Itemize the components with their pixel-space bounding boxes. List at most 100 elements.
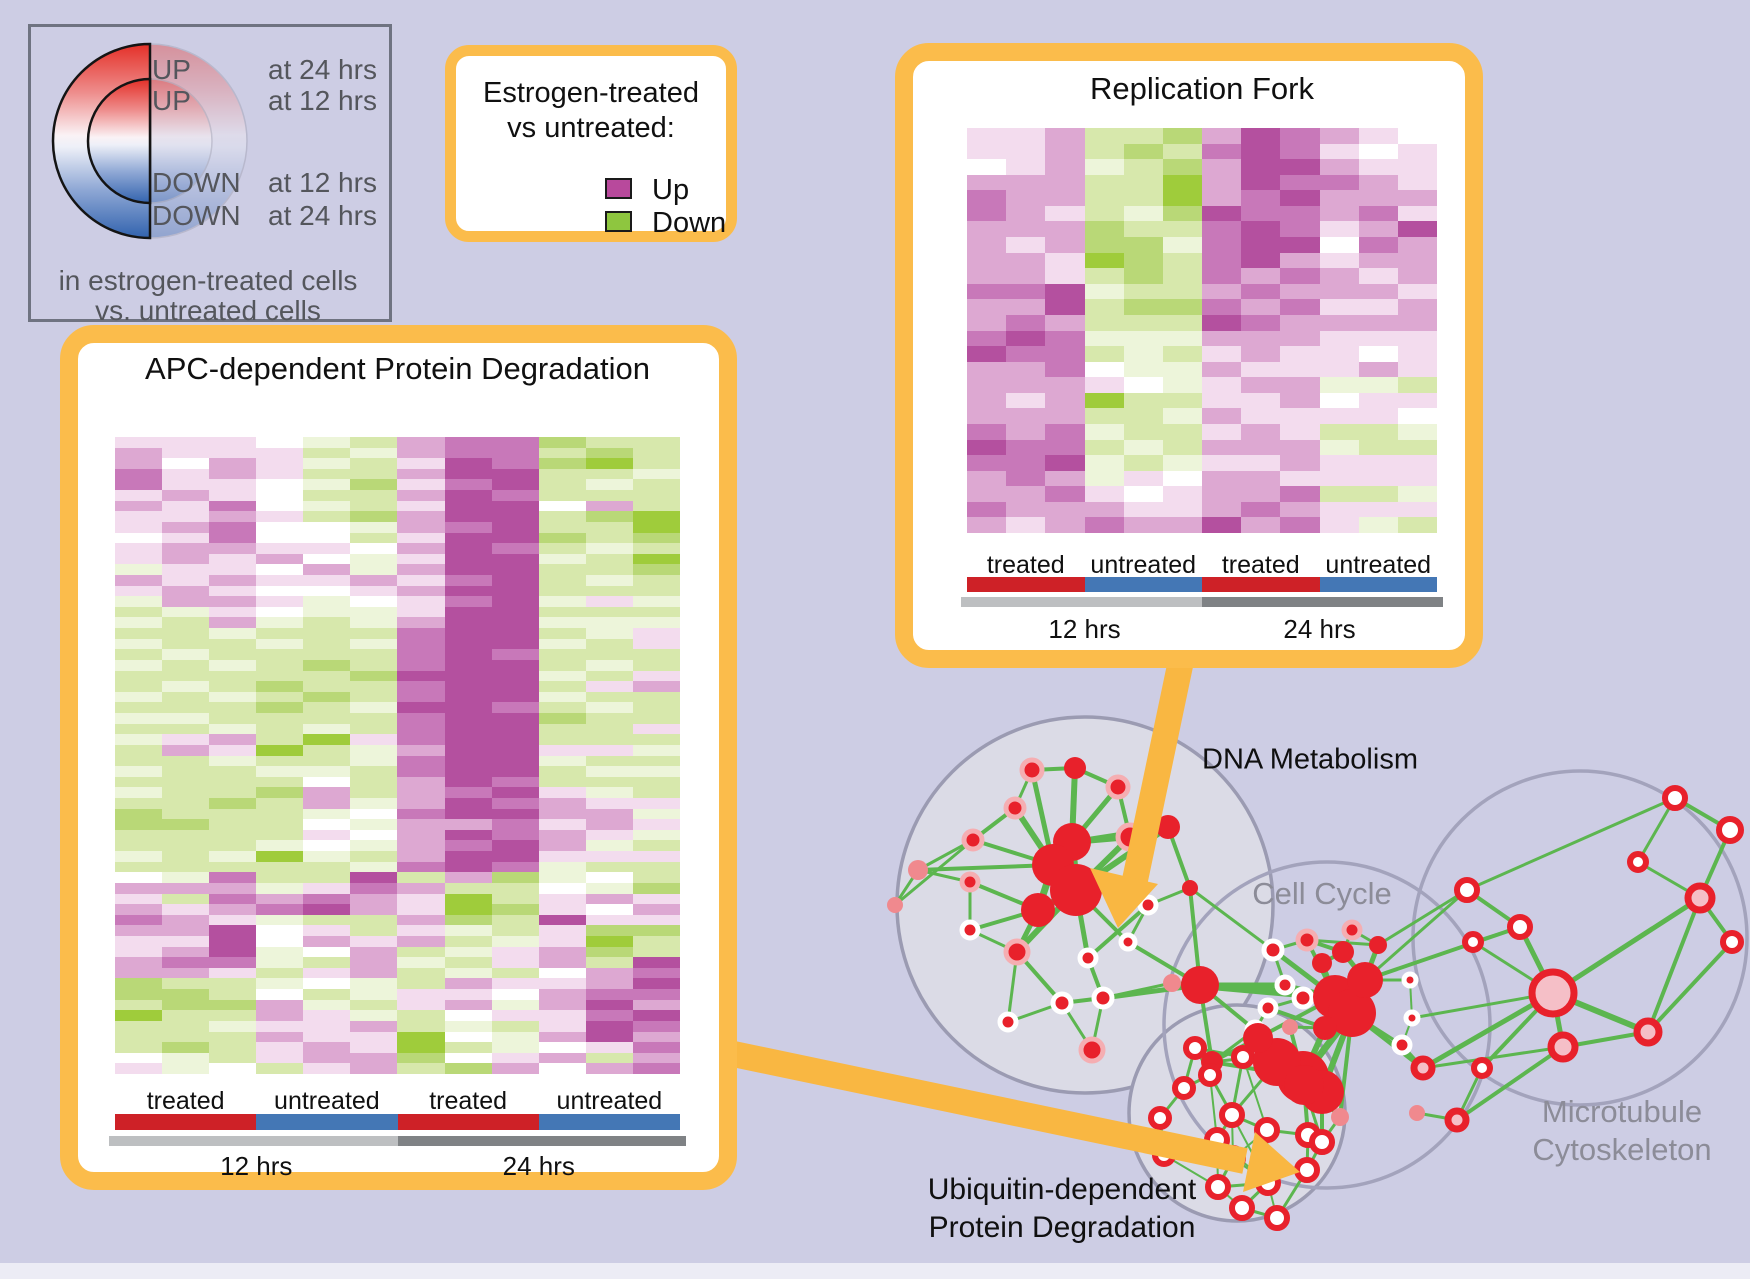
heatmap-cell bbox=[162, 575, 210, 586]
heatmap-cell bbox=[538, 914, 586, 926]
heatmap-cell bbox=[115, 553, 163, 565]
heatmap-cell bbox=[444, 521, 492, 533]
heatmap-cell bbox=[209, 617, 257, 629]
heatmap-cell bbox=[1319, 423, 1359, 440]
heatmap-cell bbox=[303, 681, 351, 692]
heatmap-cell bbox=[967, 314, 1007, 331]
heatmap-cell bbox=[115, 893, 163, 905]
heatmap-cell bbox=[209, 957, 257, 968]
estrogen-legend-title-line1: Estrogen-treated bbox=[482, 77, 699, 109]
heatmap-cell bbox=[256, 1031, 304, 1043]
heatmap-cell bbox=[115, 490, 163, 501]
heatmap-cell bbox=[1241, 159, 1281, 175]
heatmap-cell bbox=[1241, 221, 1281, 238]
heatmap-cell bbox=[115, 957, 163, 968]
heatmap-cell bbox=[491, 1020, 539, 1032]
heatmap-cell bbox=[632, 914, 680, 926]
heatmap-cell bbox=[585, 702, 633, 714]
heatmap-cell bbox=[1084, 314, 1124, 331]
heatmap-cell bbox=[397, 840, 445, 852]
heatmap-cell bbox=[538, 670, 586, 682]
heatmap-cell bbox=[209, 1031, 257, 1043]
heatmap-cell bbox=[444, 713, 492, 724]
heatmap-cell bbox=[303, 500, 351, 512]
heatmap-cell bbox=[585, 521, 633, 533]
heatmap-cell bbox=[1280, 377, 1320, 393]
heatmap-cell bbox=[538, 659, 586, 671]
heatmap-cell bbox=[1045, 346, 1085, 362]
heatmap-cell bbox=[397, 999, 445, 1011]
heatmap-cell bbox=[162, 1020, 210, 1032]
heatmap-cell bbox=[1241, 268, 1281, 284]
updown-down12-time: at 12 hrs bbox=[268, 167, 377, 198]
heatmap-cell bbox=[491, 851, 539, 862]
heatmap-cell bbox=[632, 511, 680, 522]
heatmap-cell bbox=[1123, 330, 1163, 347]
heatmap-cell bbox=[632, 819, 680, 830]
heatmap-cell bbox=[444, 458, 492, 469]
heatmap-cell bbox=[444, 585, 492, 597]
heatmap-cell bbox=[967, 143, 1007, 160]
heatmap-cell bbox=[397, 659, 445, 671]
label-ubiquitin-line1: Ubiquitin-dependent bbox=[927, 1173, 1197, 1206]
heatmap-cell bbox=[1202, 252, 1242, 269]
heatmap-cell bbox=[538, 447, 586, 459]
heatmap-cell bbox=[209, 776, 257, 788]
heatmap-cell bbox=[1162, 486, 1202, 502]
heatmap-cell bbox=[632, 1031, 680, 1043]
heatmap-cell bbox=[256, 702, 304, 714]
heatmap-cell bbox=[444, 840, 492, 852]
heatmap-cell bbox=[397, 532, 445, 544]
heatmap-cell bbox=[303, 893, 351, 905]
heatmap-cell bbox=[632, 744, 680, 756]
heatmap-cell bbox=[1202, 486, 1242, 502]
network-node bbox=[1312, 953, 1332, 973]
network-node bbox=[1198, 1063, 1222, 1087]
heatmap-cell bbox=[1280, 314, 1320, 331]
network-node bbox=[1050, 864, 1102, 916]
heatmap-cell bbox=[632, 776, 680, 788]
heatmap-cell bbox=[256, 935, 304, 947]
heatmap-cell bbox=[444, 755, 492, 767]
heatmap-cell bbox=[585, 1031, 633, 1043]
heatmap-cell bbox=[397, 787, 445, 798]
heatmap-cell bbox=[1045, 439, 1085, 456]
heatmap-cell bbox=[1241, 205, 1281, 222]
heatmap-cell bbox=[162, 925, 210, 936]
heatmap-cell bbox=[256, 914, 304, 926]
bottom-margin-strip bbox=[0, 1263, 1750, 1279]
heatmap-cell bbox=[1319, 159, 1359, 175]
heatmap-cell bbox=[585, 808, 633, 820]
network-edges bbox=[893, 766, 1734, 1220]
heatmap-cell bbox=[162, 681, 210, 692]
heatmap-cell bbox=[1006, 190, 1046, 206]
heatmap-cell bbox=[350, 659, 398, 671]
heatmap-cell bbox=[491, 797, 539, 809]
heatmap-cell bbox=[491, 1042, 539, 1053]
heatmap-cell bbox=[397, 978, 445, 990]
heatmap-cell bbox=[1006, 314, 1046, 331]
heatmap-cell bbox=[350, 808, 398, 820]
heatmap-cell bbox=[585, 1063, 633, 1074]
heatmap-cell bbox=[256, 1052, 304, 1064]
heatmap-cell bbox=[967, 501, 1007, 518]
network-node bbox=[1332, 941, 1354, 963]
heatmap-cell bbox=[256, 755, 304, 767]
heatmap-cell bbox=[1319, 470, 1359, 487]
heatmap-cell bbox=[632, 628, 680, 639]
heatmap-cell bbox=[1358, 205, 1398, 222]
heatmap-cell bbox=[303, 543, 351, 554]
heatmap-cell bbox=[397, 575, 445, 586]
updown-caption-line2: vs. untreated cells bbox=[95, 295, 321, 326]
heatmap-cell bbox=[444, 691, 492, 703]
apc-group-labels: treated untreated treated untreated bbox=[115, 1087, 680, 1115]
network-node bbox=[1077, 947, 1099, 969]
heatmap-cell bbox=[397, 808, 445, 820]
heatmap-cell bbox=[538, 851, 586, 862]
heatmap-cell bbox=[350, 957, 398, 968]
heatmap-cell bbox=[303, 479, 351, 491]
updown-up24-time: at 24 hrs bbox=[268, 54, 377, 85]
heatmap-cell bbox=[491, 1031, 539, 1043]
heatmap-cell bbox=[1319, 128, 1359, 144]
heatmap-cell bbox=[1241, 501, 1281, 518]
